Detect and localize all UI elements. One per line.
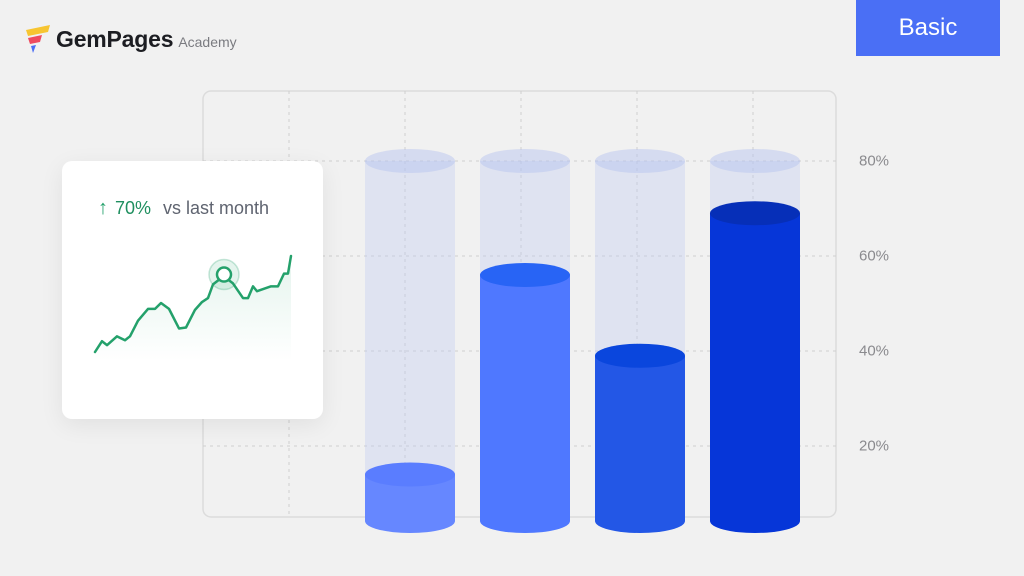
bar-track-top <box>710 149 800 173</box>
growth-card: ↑ 70% vs last month <box>62 161 323 419</box>
bar-cylinder-top <box>365 462 455 487</box>
growth-card-header: ↑ 70% vs last month <box>98 197 269 220</box>
highlight-point <box>215 266 233 283</box>
sparkline-path <box>93 254 293 354</box>
brand-logo: GemPages Academy <box>24 22 237 56</box>
y-axis-tick-label: 80% <box>859 152 890 170</box>
brand-name: GemPages <box>56 25 174 52</box>
bar-track-top <box>480 149 570 173</box>
y-axis-tick-label: 60% <box>859 247 890 265</box>
arrow-up-icon: ↑ <box>98 197 108 219</box>
bar-track-top <box>595 149 685 173</box>
bar-cylinder <box>365 474 455 533</box>
bar-cylinder <box>710 213 800 533</box>
brand-suffix: Academy <box>178 33 237 50</box>
bar-cylinder <box>595 355 685 533</box>
bar-track <box>365 161 455 533</box>
level-badge: Basic <box>856 0 1000 56</box>
y-axis-tick-label: 40% <box>859 342 890 360</box>
growth-caption: vs last month <box>163 198 270 218</box>
sparkline-area <box>95 255 291 361</box>
bar-cylinder <box>480 275 570 533</box>
bar-cylinder-top <box>480 263 570 287</box>
bar-track-top <box>365 149 455 173</box>
gempages-logo-icon <box>26 25 50 53</box>
y-axis-tick-label: 20% <box>859 437 890 455</box>
growth-percent: 70% <box>115 198 152 218</box>
bar-cylinder-top <box>710 201 800 226</box>
bar-cylinder-top <box>595 343 685 368</box>
sparkline-chart <box>93 254 293 361</box>
